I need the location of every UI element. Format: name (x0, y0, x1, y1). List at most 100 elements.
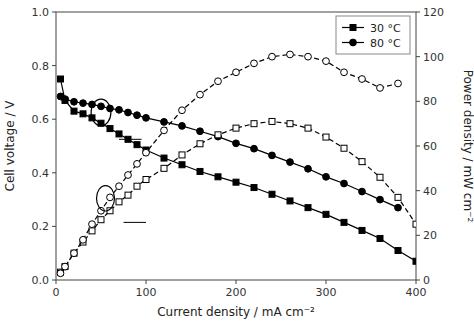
data-point (359, 227, 365, 233)
y-axis-label: Cell voltage / V (3, 100, 17, 192)
plot-data (57, 51, 416, 277)
y-tick (52, 172, 56, 173)
series-line (61, 121, 417, 272)
data-point (161, 127, 168, 134)
data-point (62, 264, 68, 270)
legend-box (336, 16, 410, 54)
data-point (251, 185, 257, 191)
data-point (197, 91, 204, 98)
data-point (233, 179, 239, 185)
x-tick-label: 200 (226, 286, 247, 299)
data-point (413, 221, 416, 227)
data-point (58, 76, 64, 82)
y2-tick (416, 56, 420, 57)
x-tick-label: 400 (406, 286, 427, 299)
y-tick-label: 0.2 (32, 220, 50, 233)
data-point (179, 162, 185, 168)
data-point (395, 248, 401, 254)
data-point (341, 69, 348, 76)
annotation-line (124, 222, 147, 223)
data-point (215, 132, 221, 138)
data-point (134, 112, 141, 119)
data-point (125, 192, 131, 198)
y-tick (52, 226, 56, 227)
series-markers (57, 51, 401, 277)
data-point (377, 196, 384, 203)
data-point (71, 250, 77, 256)
data-point (269, 152, 276, 159)
x-tick-label: 0 (53, 286, 60, 299)
y-tick (52, 65, 56, 66)
data-point (377, 235, 383, 241)
x-tick (326, 280, 327, 284)
y2-tick-label: 40 (423, 185, 437, 198)
data-point (125, 109, 132, 116)
annotation-line (119, 139, 142, 140)
x-tick (416, 280, 417, 284)
data-point (395, 80, 402, 87)
data-point (305, 125, 311, 131)
y2-tick-label: 100 (423, 51, 444, 64)
data-point (125, 172, 132, 179)
data-point (71, 250, 78, 257)
y2-tick (416, 235, 420, 236)
y2-tick-label: 60 (423, 140, 437, 153)
data-point (215, 78, 222, 85)
y-tick-label: 0.0 (32, 274, 50, 287)
plot-frame (56, 12, 416, 280)
data-point (80, 100, 87, 107)
data-point (359, 159, 365, 165)
data-point (377, 174, 383, 180)
x-tick-label: 100 (136, 286, 157, 299)
data-point (323, 58, 330, 65)
data-point (71, 108, 77, 114)
data-point (269, 118, 275, 124)
data-point (116, 106, 123, 113)
y2-tick (416, 146, 420, 147)
data-point (143, 149, 150, 156)
x-tick (146, 280, 147, 284)
data-point (413, 258, 416, 264)
x-tick (236, 280, 237, 284)
data-point (179, 152, 185, 158)
data-point (134, 142, 140, 148)
y-tick-label: 1.0 (32, 6, 50, 19)
data-point (305, 205, 311, 211)
data-point (395, 194, 401, 200)
data-point (80, 236, 87, 243)
annotation-ellipse (97, 186, 115, 211)
data-point (323, 211, 329, 217)
y2-tick (416, 190, 420, 191)
data-point (359, 76, 366, 83)
y-tick (52, 280, 56, 281)
data-point (341, 219, 347, 225)
data-point (116, 131, 122, 137)
y2-tick (416, 12, 420, 13)
y-tick (52, 119, 56, 120)
data-point (395, 204, 402, 211)
data-point (305, 53, 312, 60)
annotation-ellipse (91, 99, 111, 126)
y2-tick-label: 80 (423, 95, 437, 108)
data-point (116, 183, 123, 190)
data-point (341, 180, 348, 187)
series-line (61, 96, 399, 207)
chart: 01002003004000.00.20.40.60.81.0020406080… (0, 0, 474, 324)
data-point (57, 270, 64, 277)
data-point (143, 114, 150, 121)
series-markers (58, 76, 417, 264)
legend-marker (350, 25, 356, 31)
y2-tick (416, 101, 420, 102)
y2-tick-label: 0 (423, 274, 430, 287)
data-point (197, 141, 203, 147)
y2-tick (416, 280, 420, 281)
data-point (197, 128, 204, 135)
data-point (179, 107, 186, 114)
data-point (107, 194, 114, 201)
data-point (161, 155, 167, 161)
data-point (233, 140, 240, 147)
data-point (89, 228, 95, 234)
data-point (62, 263, 69, 270)
data-point (269, 191, 275, 197)
data-point (341, 145, 347, 151)
